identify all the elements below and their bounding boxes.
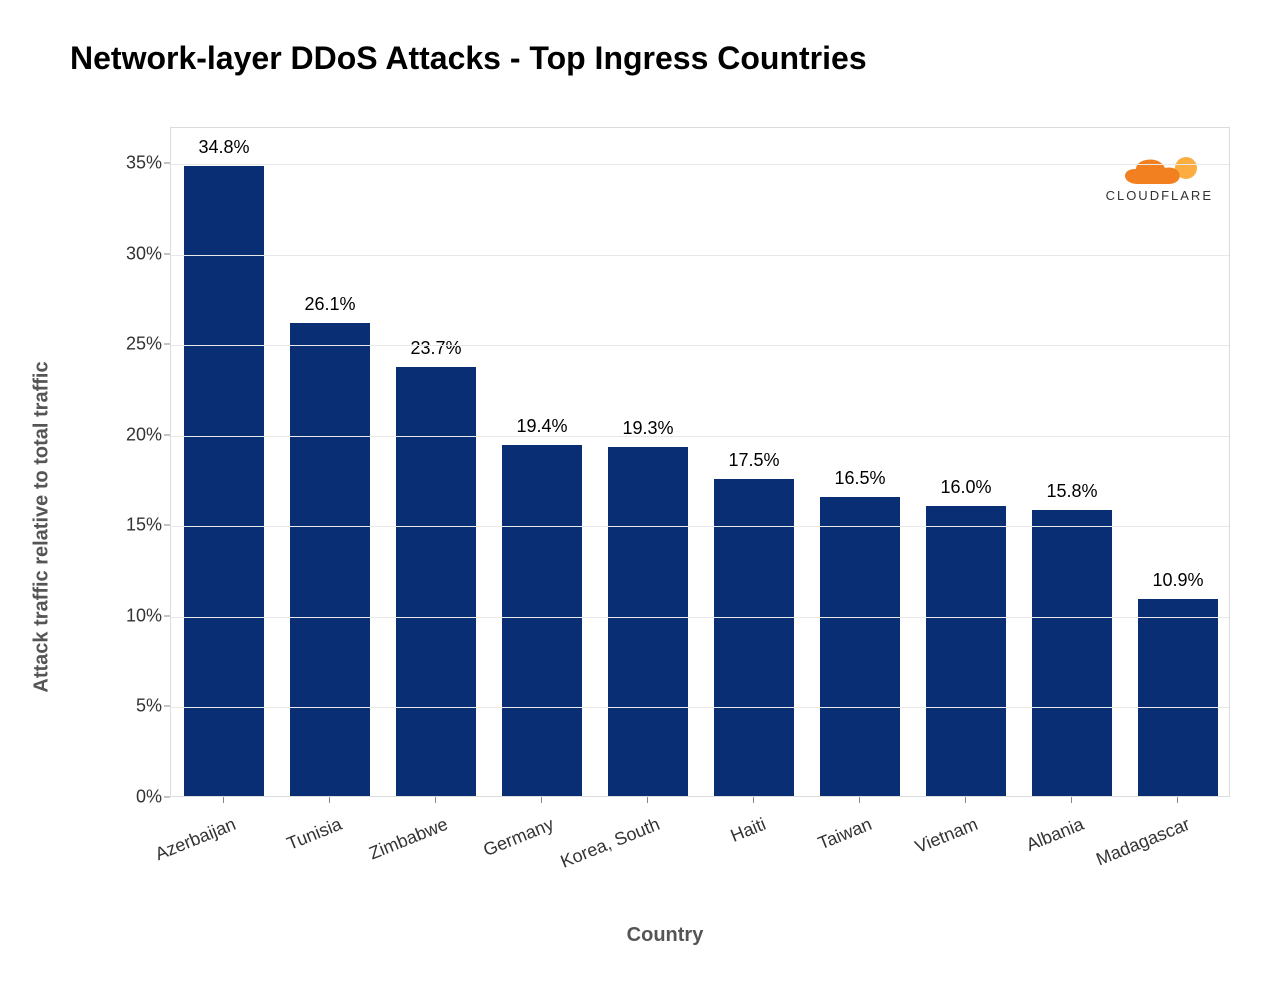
bar-value-label: 15.8% [1022, 481, 1122, 502]
bar-value-label: 17.5% [704, 450, 804, 471]
bar-value-label: 23.7% [386, 338, 486, 359]
grid-line [171, 526, 1229, 527]
grid-line [171, 255, 1229, 256]
x-tick-mark [965, 797, 966, 803]
x-tick-mark [541, 797, 542, 803]
bar-value-label: 10.9% [1128, 570, 1228, 591]
grid-line [171, 345, 1229, 346]
bar: 34.8% [184, 166, 265, 796]
y-tick-label: 35% [110, 153, 162, 174]
y-tick-label: 20% [110, 424, 162, 445]
grid-line [171, 617, 1229, 618]
x-tick-mark [223, 797, 224, 803]
bar: 15.8% [1032, 510, 1113, 796]
x-tick-mark [1071, 797, 1072, 803]
bars-group: 34.8% 26.1% 23.7% 19.4% 19.3% 17.5% 16.5% 16.0%… [171, 128, 1229, 796]
bar-value-label: 16.5% [810, 468, 910, 489]
x-axis-title: Country [627, 924, 704, 947]
chart-container: Network-layer DDoS Attacks - Top Ingress… [0, 0, 1262, 982]
x-tick-mark [753, 797, 754, 803]
x-tick-mark [647, 797, 648, 803]
x-tick-mark [1177, 797, 1178, 803]
bar-value-label: 16.0% [916, 477, 1016, 498]
grid-line [171, 707, 1229, 708]
plot-area: CLOUDFLARE 34.8%26.1%23.7%19.4%19.3%17.5… [170, 127, 1230, 797]
y-tick-label: 5% [110, 696, 162, 717]
y-tick-label: 0% [110, 787, 162, 808]
y-tick-label: 10% [110, 605, 162, 626]
y-tick-label: 25% [110, 334, 162, 355]
chart-wrap: Attack traffic relative to total traffic… [90, 127, 1240, 927]
x-tick-mark [859, 797, 860, 803]
bar: 19.3% [608, 447, 689, 796]
bar: 26.1% [290, 323, 371, 796]
grid-line [171, 164, 1229, 165]
chart-title: Network-layer DDoS Attacks - Top Ingress… [70, 40, 1232, 77]
bar-value-label: 26.1% [280, 294, 380, 315]
bar: 19.4% [502, 445, 583, 796]
bar: 10.9% [1138, 599, 1219, 796]
y-tick-label: 30% [110, 243, 162, 264]
y-tick-label: 15% [110, 515, 162, 536]
bar: 23.7% [396, 367, 477, 796]
bar: 16.5% [820, 497, 901, 796]
grid-line [171, 436, 1229, 437]
bar: 16.0% [926, 506, 1007, 796]
x-tick-mark [435, 797, 436, 803]
y-axis-title: Attack traffic relative to total traffic [31, 361, 54, 692]
bar-value-label: 34.8% [174, 137, 274, 158]
x-tick-mark [329, 797, 330, 803]
bar-value-label: 19.4% [492, 416, 592, 437]
